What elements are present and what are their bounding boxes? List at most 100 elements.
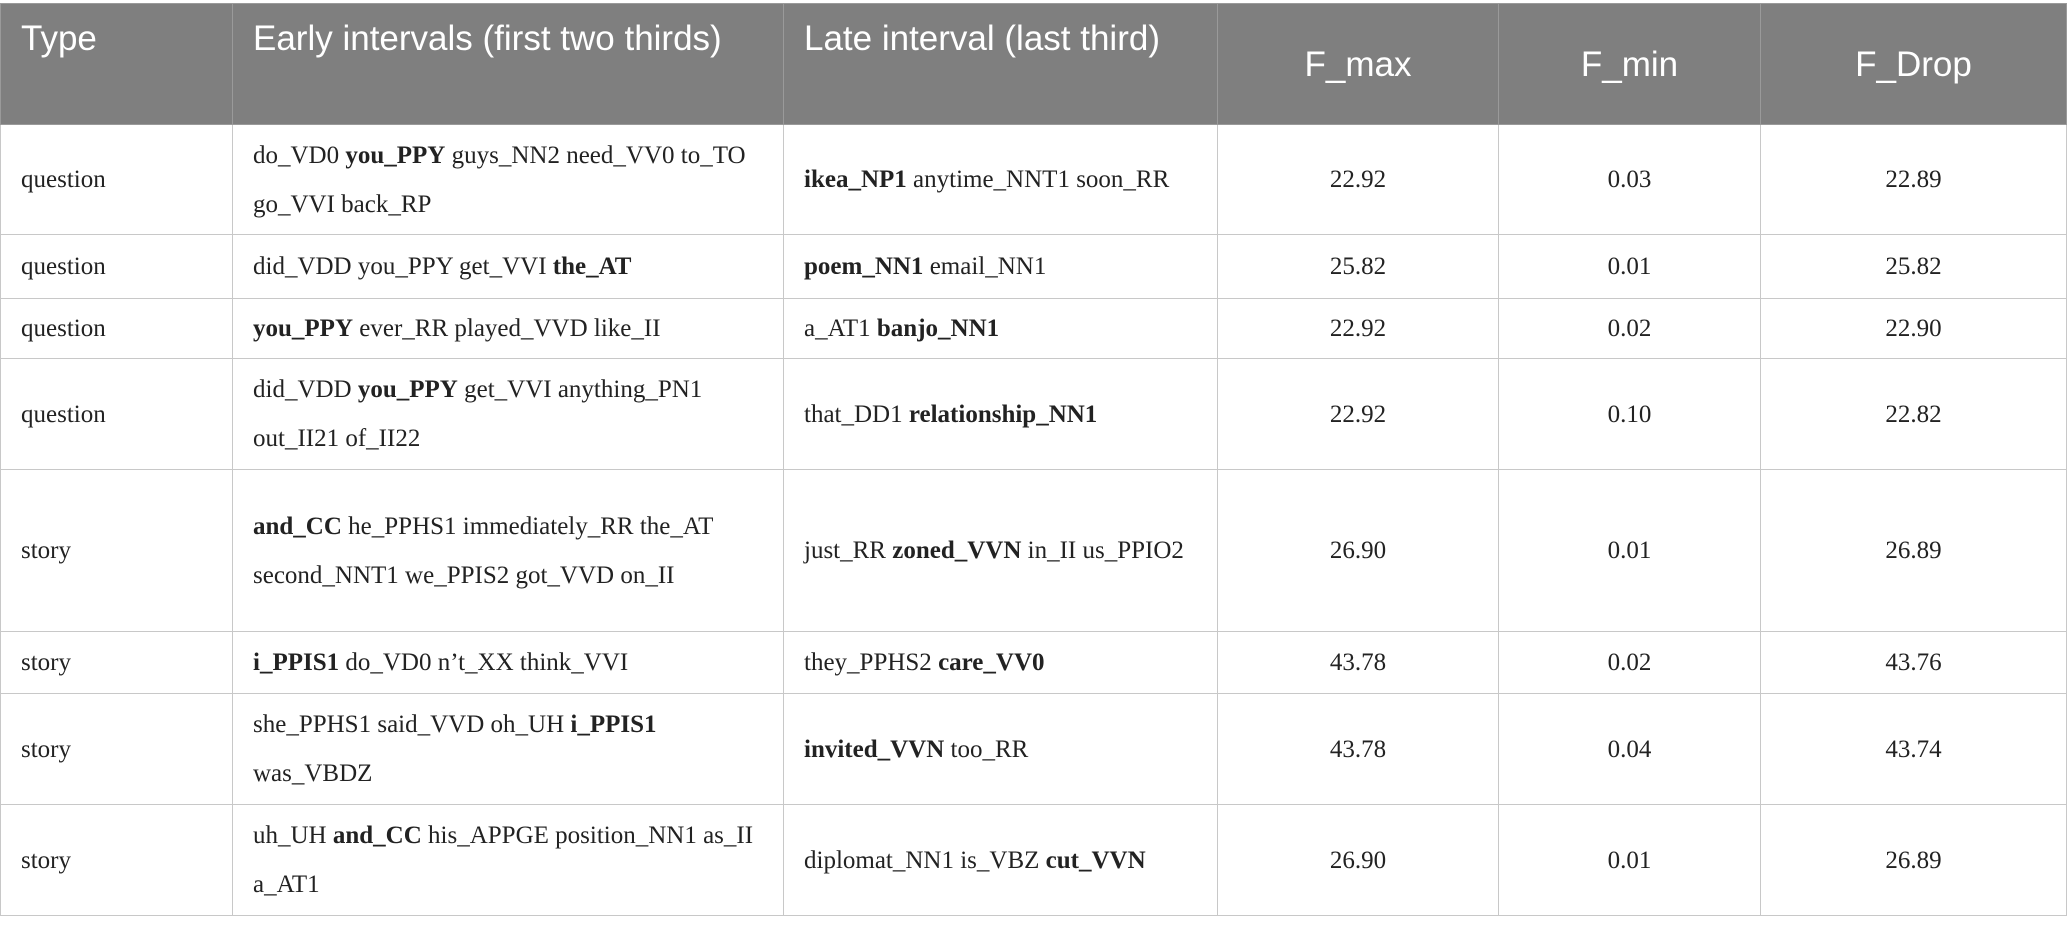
text-cell: poem_NN1 email_NN1 bbox=[783, 234, 1218, 299]
token: did_VDD you_PPY get_VVI bbox=[253, 253, 553, 280]
number-cell: 22.89 bbox=[1760, 124, 2067, 235]
token: was_VBDZ bbox=[253, 760, 373, 787]
bold-token: cut_VVN bbox=[1045, 846, 1146, 874]
number-cell: 0.01 bbox=[1498, 234, 1761, 299]
number-cell: 43.74 bbox=[1760, 693, 2067, 805]
number-cell: 22.92 bbox=[1217, 358, 1499, 470]
type-cell: question bbox=[0, 124, 233, 235]
bold-token: you_PPY bbox=[253, 315, 353, 342]
table-body: question do_VD0 you_PPY guys_NN2 need_VV0… bbox=[0, 124, 2067, 916]
token: do_VD0 bbox=[253, 141, 346, 169]
bold-token: banjo_NN1 bbox=[876, 315, 1000, 342]
bold-token: and_CC bbox=[253, 512, 342, 540]
bold-token: i_PPIS1 bbox=[570, 711, 657, 738]
table-row: question you_PPY ever_RR played_VVD like_… bbox=[0, 298, 2067, 359]
number-cell: 0.01 bbox=[1498, 804, 1761, 916]
header-cell: F_max bbox=[1217, 3, 1499, 125]
text-cell: did_VDD you_PPY get_VVI the_AT bbox=[232, 234, 784, 299]
text-cell: that_DD1 relationship_NN1 bbox=[783, 358, 1218, 470]
table-row: story and_CC he_PPHS1 immediately_RR the_… bbox=[0, 469, 2067, 632]
number-cell: 0.02 bbox=[1498, 298, 1761, 359]
text-cell: diplomat_NN1 is_VBZ cut_VVN bbox=[783, 804, 1218, 916]
number-cell: 26.89 bbox=[1760, 804, 2067, 916]
token: he_PPHS1 immediately_RR the_AT second_NN… bbox=[253, 512, 713, 589]
bold-token: poem_NN1 bbox=[804, 253, 924, 280]
header-cell: Early intervals (first two thirds) bbox=[232, 3, 784, 125]
bold-token: care_VV0 bbox=[938, 649, 1045, 676]
number-cell: 25.82 bbox=[1760, 234, 2067, 299]
type-cell: story bbox=[0, 693, 233, 805]
token: ever_RR played_VVD like_II bbox=[353, 315, 661, 342]
type-cell: story bbox=[0, 469, 233, 632]
token: she_PPHS1 said_VVD oh_UH bbox=[253, 711, 571, 738]
bold-token: and_CC bbox=[332, 822, 422, 849]
text-cell: you_PPY ever_RR played_VVD like_II bbox=[232, 298, 784, 359]
text-cell: a_AT1 banjo_NN1 bbox=[783, 298, 1218, 359]
number-cell: 22.82 bbox=[1760, 358, 2067, 470]
number-cell: 26.90 bbox=[1217, 804, 1499, 916]
token: in_II us_PPIO2 bbox=[1021, 537, 1184, 564]
bold-token: you_PPY bbox=[345, 141, 446, 169]
token: did_VDD bbox=[253, 376, 358, 403]
data-table: Type Early intervals (first two thirds) La… bbox=[0, 3, 2067, 916]
number-cell: 43.78 bbox=[1217, 693, 1499, 805]
text-cell: and_CC he_PPHS1 immediately_RR the_AT se… bbox=[232, 469, 784, 632]
token: that_DD1 bbox=[804, 400, 909, 428]
number-cell: 22.90 bbox=[1760, 298, 2067, 359]
bold-token: the_AT bbox=[552, 253, 632, 280]
header-cell: Late interval (last third) bbox=[783, 3, 1218, 125]
bold-token: i_PPIS1 bbox=[253, 649, 340, 676]
header-cell: F_Drop bbox=[1760, 3, 2067, 125]
token: just_RR bbox=[804, 537, 893, 564]
number-cell: 25.82 bbox=[1217, 234, 1499, 299]
number-cell: 0.02 bbox=[1498, 631, 1761, 694]
text-cell: she_PPHS1 said_VVD oh_UH i_PPIS1 was_VBD… bbox=[232, 693, 784, 805]
number-cell: 43.76 bbox=[1760, 631, 2067, 694]
token: they_PPHS2 bbox=[804, 649, 939, 676]
token: too_RR bbox=[944, 735, 1029, 763]
bold-token: zoned_VVN bbox=[892, 537, 1022, 564]
text-cell: they_PPHS2 care_VV0 bbox=[783, 631, 1218, 694]
text-cell: invited_VVN too_RR bbox=[783, 693, 1218, 805]
number-cell: 0.03 bbox=[1498, 124, 1761, 235]
table-row: question did_VDD you_PPY get_VVI anything… bbox=[0, 358, 2067, 470]
number-cell: 43.78 bbox=[1217, 631, 1499, 694]
token: uh_UH bbox=[253, 822, 333, 849]
table-row: story i_PPIS1 do_VD0 n’t_XX think_VVI they… bbox=[0, 631, 2067, 694]
token: do_VD0 n’t_XX think_VVI bbox=[339, 649, 629, 676]
table-row: story uh_UH and_CC his_APPGE position_NN1… bbox=[0, 804, 2067, 916]
text-cell: did_VDD you_PPY get_VVI anything_PN1 out… bbox=[232, 358, 784, 470]
token: email_NN1 bbox=[923, 253, 1047, 280]
type-cell: question bbox=[0, 234, 233, 299]
type-cell: story bbox=[0, 631, 233, 694]
table-row: story she_PPHS1 said_VVD oh_UH i_PPIS1 wa… bbox=[0, 693, 2067, 805]
header-cell: Type bbox=[0, 3, 233, 125]
token: get_VVI anything_PN1 out_II21 of_II22 bbox=[253, 376, 703, 452]
type-cell: question bbox=[0, 358, 233, 470]
table-row: question did_VDD you_PPY get_VVI the_AT po… bbox=[0, 234, 2067, 299]
token: guys_NN2 need_VV0 to_TO go_VVI back_RP bbox=[253, 141, 746, 218]
bold-token: ikea_NP1 bbox=[804, 166, 907, 193]
bold-token: relationship_NN1 bbox=[908, 400, 1098, 428]
token: diplomat_NN1 is_VBZ bbox=[804, 846, 1046, 874]
header-cell: F_min bbox=[1498, 3, 1761, 125]
token: a_AT1 bbox=[804, 315, 877, 342]
page: Type Early intervals (first two thirds) La… bbox=[0, 3, 2067, 927]
type-cell: story bbox=[0, 804, 233, 916]
text-cell: ikea_NP1 anytime_NNT1 soon_RR bbox=[783, 124, 1218, 235]
bold-token: you_PPY bbox=[357, 376, 458, 403]
text-cell: i_PPIS1 do_VD0 n’t_XX think_VVI bbox=[232, 631, 784, 694]
number-cell: 0.01 bbox=[1498, 469, 1761, 632]
text-cell: uh_UH and_CC his_APPGE position_NN1 as_I… bbox=[232, 804, 784, 916]
number-cell: 26.90 bbox=[1217, 469, 1499, 632]
token: anytime_NNT1 soon_RR bbox=[906, 166, 1170, 193]
type-cell: question bbox=[0, 298, 233, 359]
number-cell: 0.10 bbox=[1498, 358, 1761, 470]
token: his_APPGE position_NN1 as_II a_AT1 bbox=[253, 822, 754, 898]
number-cell: 26.89 bbox=[1760, 469, 2067, 632]
table-row: question do_VD0 you_PPY guys_NN2 need_VV0… bbox=[0, 124, 2067, 235]
number-cell: 22.92 bbox=[1217, 298, 1499, 359]
text-cell: do_VD0 you_PPY guys_NN2 need_VV0 to_TO g… bbox=[232, 124, 784, 235]
header-row: Type Early intervals (first two thirds) La… bbox=[0, 3, 2067, 125]
text-cell: just_RR zoned_VVN in_II us_PPIO2 bbox=[783, 469, 1218, 632]
